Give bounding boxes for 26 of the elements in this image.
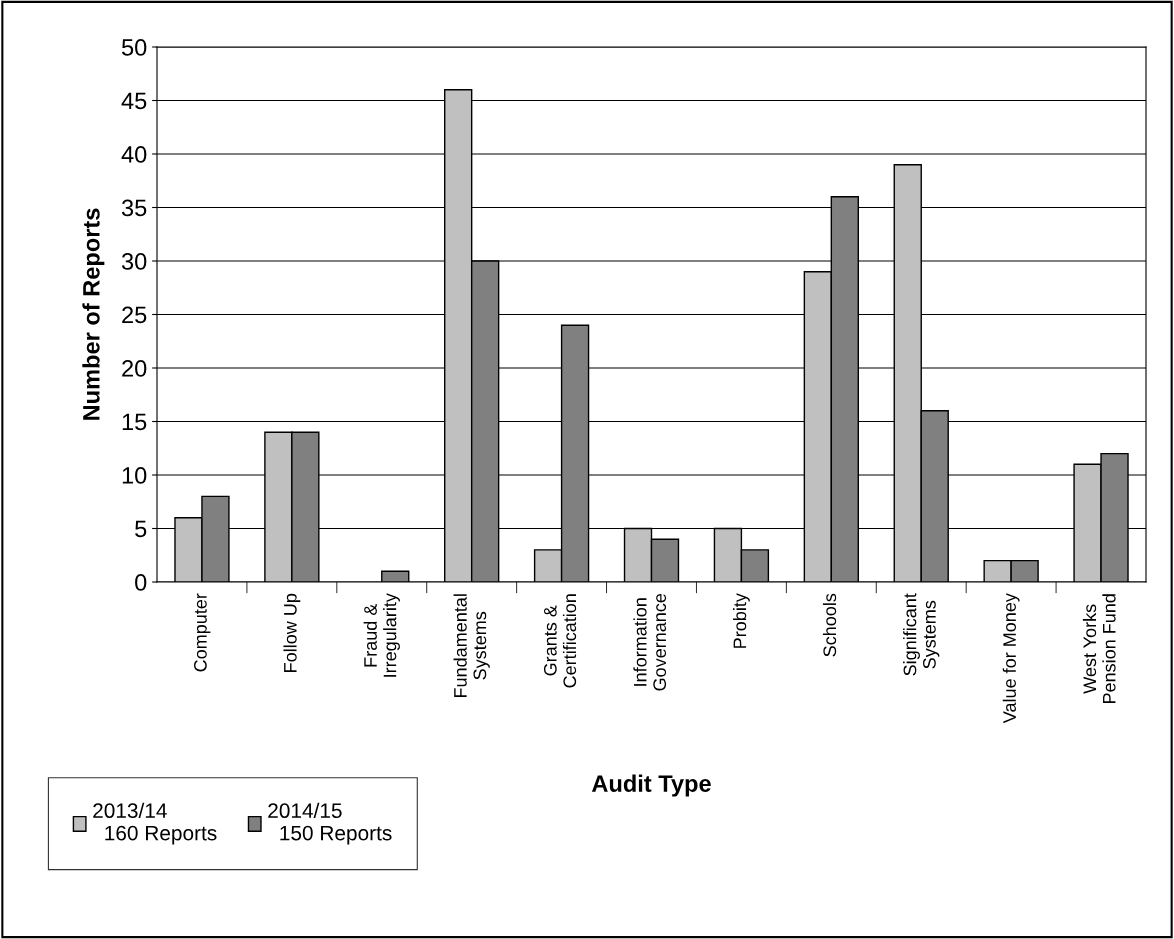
x-tick-label: Probity	[732, 593, 750, 648]
x-tick-label: Grants & Certification	[543, 594, 577, 688]
x-tick-label: West Yorks Pension Fund	[1082, 594, 1116, 704]
y-tick-label: 0	[135, 574, 147, 591]
x-tick-label: Fundamental Systems	[453, 594, 490, 698]
y-tick-label: 5	[135, 520, 147, 538]
y-tick-label: 15	[122, 413, 147, 431]
x-tick-label: Follow Up	[283, 593, 301, 672]
y-axis-title: Number of Reports	[82, 208, 105, 420]
y-tick-label: 45	[121, 92, 147, 110]
x-axis-title: Audit Type	[591, 774, 711, 797]
y-tick-label: 40	[121, 146, 147, 163]
y-tick-label: 50	[121, 39, 147, 56]
x-tick-label: Information Governance	[633, 593, 667, 691]
y-tick-label: 10	[122, 467, 147, 484]
legend-label: 2014/15 150 Reports	[268, 802, 392, 845]
y-tick-label: 35	[121, 199, 147, 217]
legend-label: 2013/14 160 Reports	[93, 802, 217, 845]
x-tick-label: Fraud & Irregularity	[363, 593, 400, 677]
y-tick-label: 30	[121, 253, 147, 270]
x-tick-label: Significant Systems	[903, 593, 940, 676]
x-tick-label: Schools	[822, 593, 837, 657]
y-tick-label: 20	[122, 360, 147, 377]
x-tick-label: Computer	[194, 593, 211, 672]
x-tick-label: Value for Money	[1002, 593, 1020, 724]
y-tick-label: 25	[122, 306, 147, 324]
